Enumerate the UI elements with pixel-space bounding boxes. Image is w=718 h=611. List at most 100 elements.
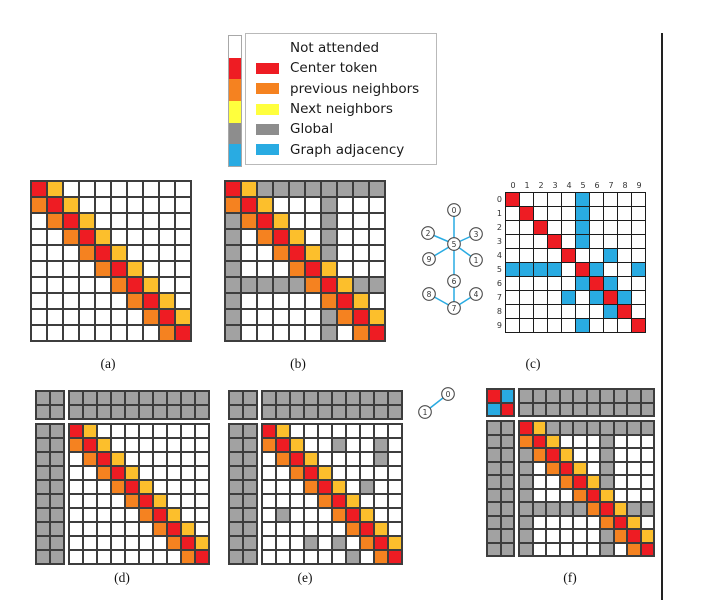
matrix-cell bbox=[258, 278, 272, 292]
panel-label-f: (f) bbox=[563, 570, 577, 585]
matrix-cell bbox=[574, 503, 586, 515]
matrix-cell bbox=[182, 523, 194, 535]
matrix-cell bbox=[604, 235, 617, 248]
matrix-cell bbox=[506, 207, 519, 220]
matrix-cell bbox=[322, 326, 336, 340]
e-global-left-band bbox=[228, 423, 258, 565]
matrix-cell bbox=[587, 390, 599, 402]
matrix-cell bbox=[576, 207, 589, 220]
matrix-cell bbox=[84, 392, 96, 404]
matrix-cell bbox=[560, 422, 572, 434]
legend-entry: Global bbox=[256, 121, 436, 137]
matrix-cell bbox=[70, 537, 82, 549]
matrix-cell bbox=[506, 277, 519, 290]
matrix-cell bbox=[48, 182, 62, 196]
matrix-cell bbox=[126, 453, 138, 465]
matrix-cell bbox=[277, 453, 289, 465]
matrix-cell bbox=[333, 453, 345, 465]
matrix-cell bbox=[547, 462, 559, 474]
matrix-cell bbox=[641, 543, 653, 555]
matrix-cell bbox=[547, 530, 559, 542]
matrix-cell bbox=[182, 406, 194, 418]
matrix-cell bbox=[80, 214, 94, 228]
matrix-cell bbox=[576, 305, 589, 318]
matrix-cell bbox=[560, 476, 572, 488]
colorbar bbox=[228, 35, 242, 167]
matrix-cell bbox=[488, 422, 500, 434]
matrix-cell bbox=[547, 403, 559, 415]
matrix-cell bbox=[84, 439, 96, 451]
matrix-cell bbox=[520, 489, 532, 501]
matrix-cell bbox=[32, 262, 46, 276]
matrix-cell bbox=[70, 481, 82, 493]
e-global-corner bbox=[228, 390, 258, 420]
matrix-cell bbox=[96, 182, 110, 196]
matrix-cell bbox=[547, 476, 559, 488]
matrix-cell bbox=[84, 425, 96, 437]
matrix-cell bbox=[562, 207, 575, 220]
matrix-cell bbox=[547, 489, 559, 501]
matrix-cell bbox=[196, 523, 208, 535]
matrix-cell bbox=[574, 516, 586, 528]
matrix-cell bbox=[126, 406, 138, 418]
matrix-cell bbox=[590, 291, 603, 304]
legend-entry: previous neighbors bbox=[256, 81, 436, 97]
matrix-cell bbox=[244, 481, 256, 493]
matrix-cell bbox=[501, 390, 513, 402]
matrix-cell bbox=[488, 390, 500, 402]
matrix-cell bbox=[263, 439, 275, 451]
matrix-cell bbox=[168, 406, 180, 418]
matrix-cell bbox=[258, 310, 272, 324]
matrix-cell bbox=[520, 503, 532, 515]
matrix-cell bbox=[160, 246, 174, 260]
matrix-cell bbox=[37, 467, 49, 479]
graph-node bbox=[469, 253, 483, 267]
matrix-cell bbox=[230, 481, 242, 493]
matrix-cell bbox=[361, 523, 373, 535]
matrix-cell bbox=[632, 193, 645, 206]
matrix-cell bbox=[587, 543, 599, 555]
matrix-cell bbox=[168, 551, 180, 563]
matrix-cell bbox=[533, 403, 545, 415]
matrix-cell bbox=[601, 516, 613, 528]
adjacency-graph-c: 0 2 3 5 9 1 6 8 4 7 bbox=[421, 203, 483, 315]
matrix-cell bbox=[614, 462, 626, 474]
matrix-cell bbox=[154, 495, 166, 507]
matrix-cell bbox=[176, 214, 190, 228]
matrix-cell bbox=[305, 467, 317, 479]
matrix-cell bbox=[37, 481, 49, 493]
matrix-cell bbox=[604, 263, 617, 276]
matrix-cell bbox=[628, 462, 640, 474]
matrix-cell bbox=[230, 537, 242, 549]
matrix-cell bbox=[126, 425, 138, 437]
legend-entry-label: Graph adjacency bbox=[290, 141, 405, 158]
matrix-cell bbox=[354, 262, 368, 276]
adjacency-graph-f: 01 bbox=[418, 387, 455, 419]
legend-swatch bbox=[256, 123, 279, 135]
matrix-cell bbox=[98, 537, 110, 549]
matrix-cell bbox=[230, 425, 242, 437]
matrix-cell bbox=[590, 249, 603, 262]
matrix-cell bbox=[604, 221, 617, 234]
matrix-cell bbox=[501, 516, 513, 528]
matrix-cell bbox=[562, 305, 575, 318]
matrix-cell bbox=[520, 319, 533, 332]
matrix-cell bbox=[277, 551, 289, 563]
matrix-cell bbox=[51, 392, 63, 404]
matrix-cell bbox=[322, 262, 336, 276]
matrix-cell bbox=[618, 291, 631, 304]
matrix-cell bbox=[618, 193, 631, 206]
graph-node bbox=[418, 405, 432, 419]
matrix-cell bbox=[290, 278, 304, 292]
legend-entry: Next neighbors bbox=[256, 101, 436, 117]
matrix-cell bbox=[230, 551, 242, 563]
matrix-cell bbox=[80, 246, 94, 260]
matrix-cell bbox=[112, 495, 124, 507]
matrix-cell bbox=[347, 467, 359, 479]
matrix-cell bbox=[628, 422, 640, 434]
panel-label-a: (a) bbox=[100, 356, 116, 371]
matrix-cell bbox=[574, 476, 586, 488]
legend-entry: Not attended bbox=[256, 40, 436, 56]
matrix-cell bbox=[375, 509, 387, 521]
